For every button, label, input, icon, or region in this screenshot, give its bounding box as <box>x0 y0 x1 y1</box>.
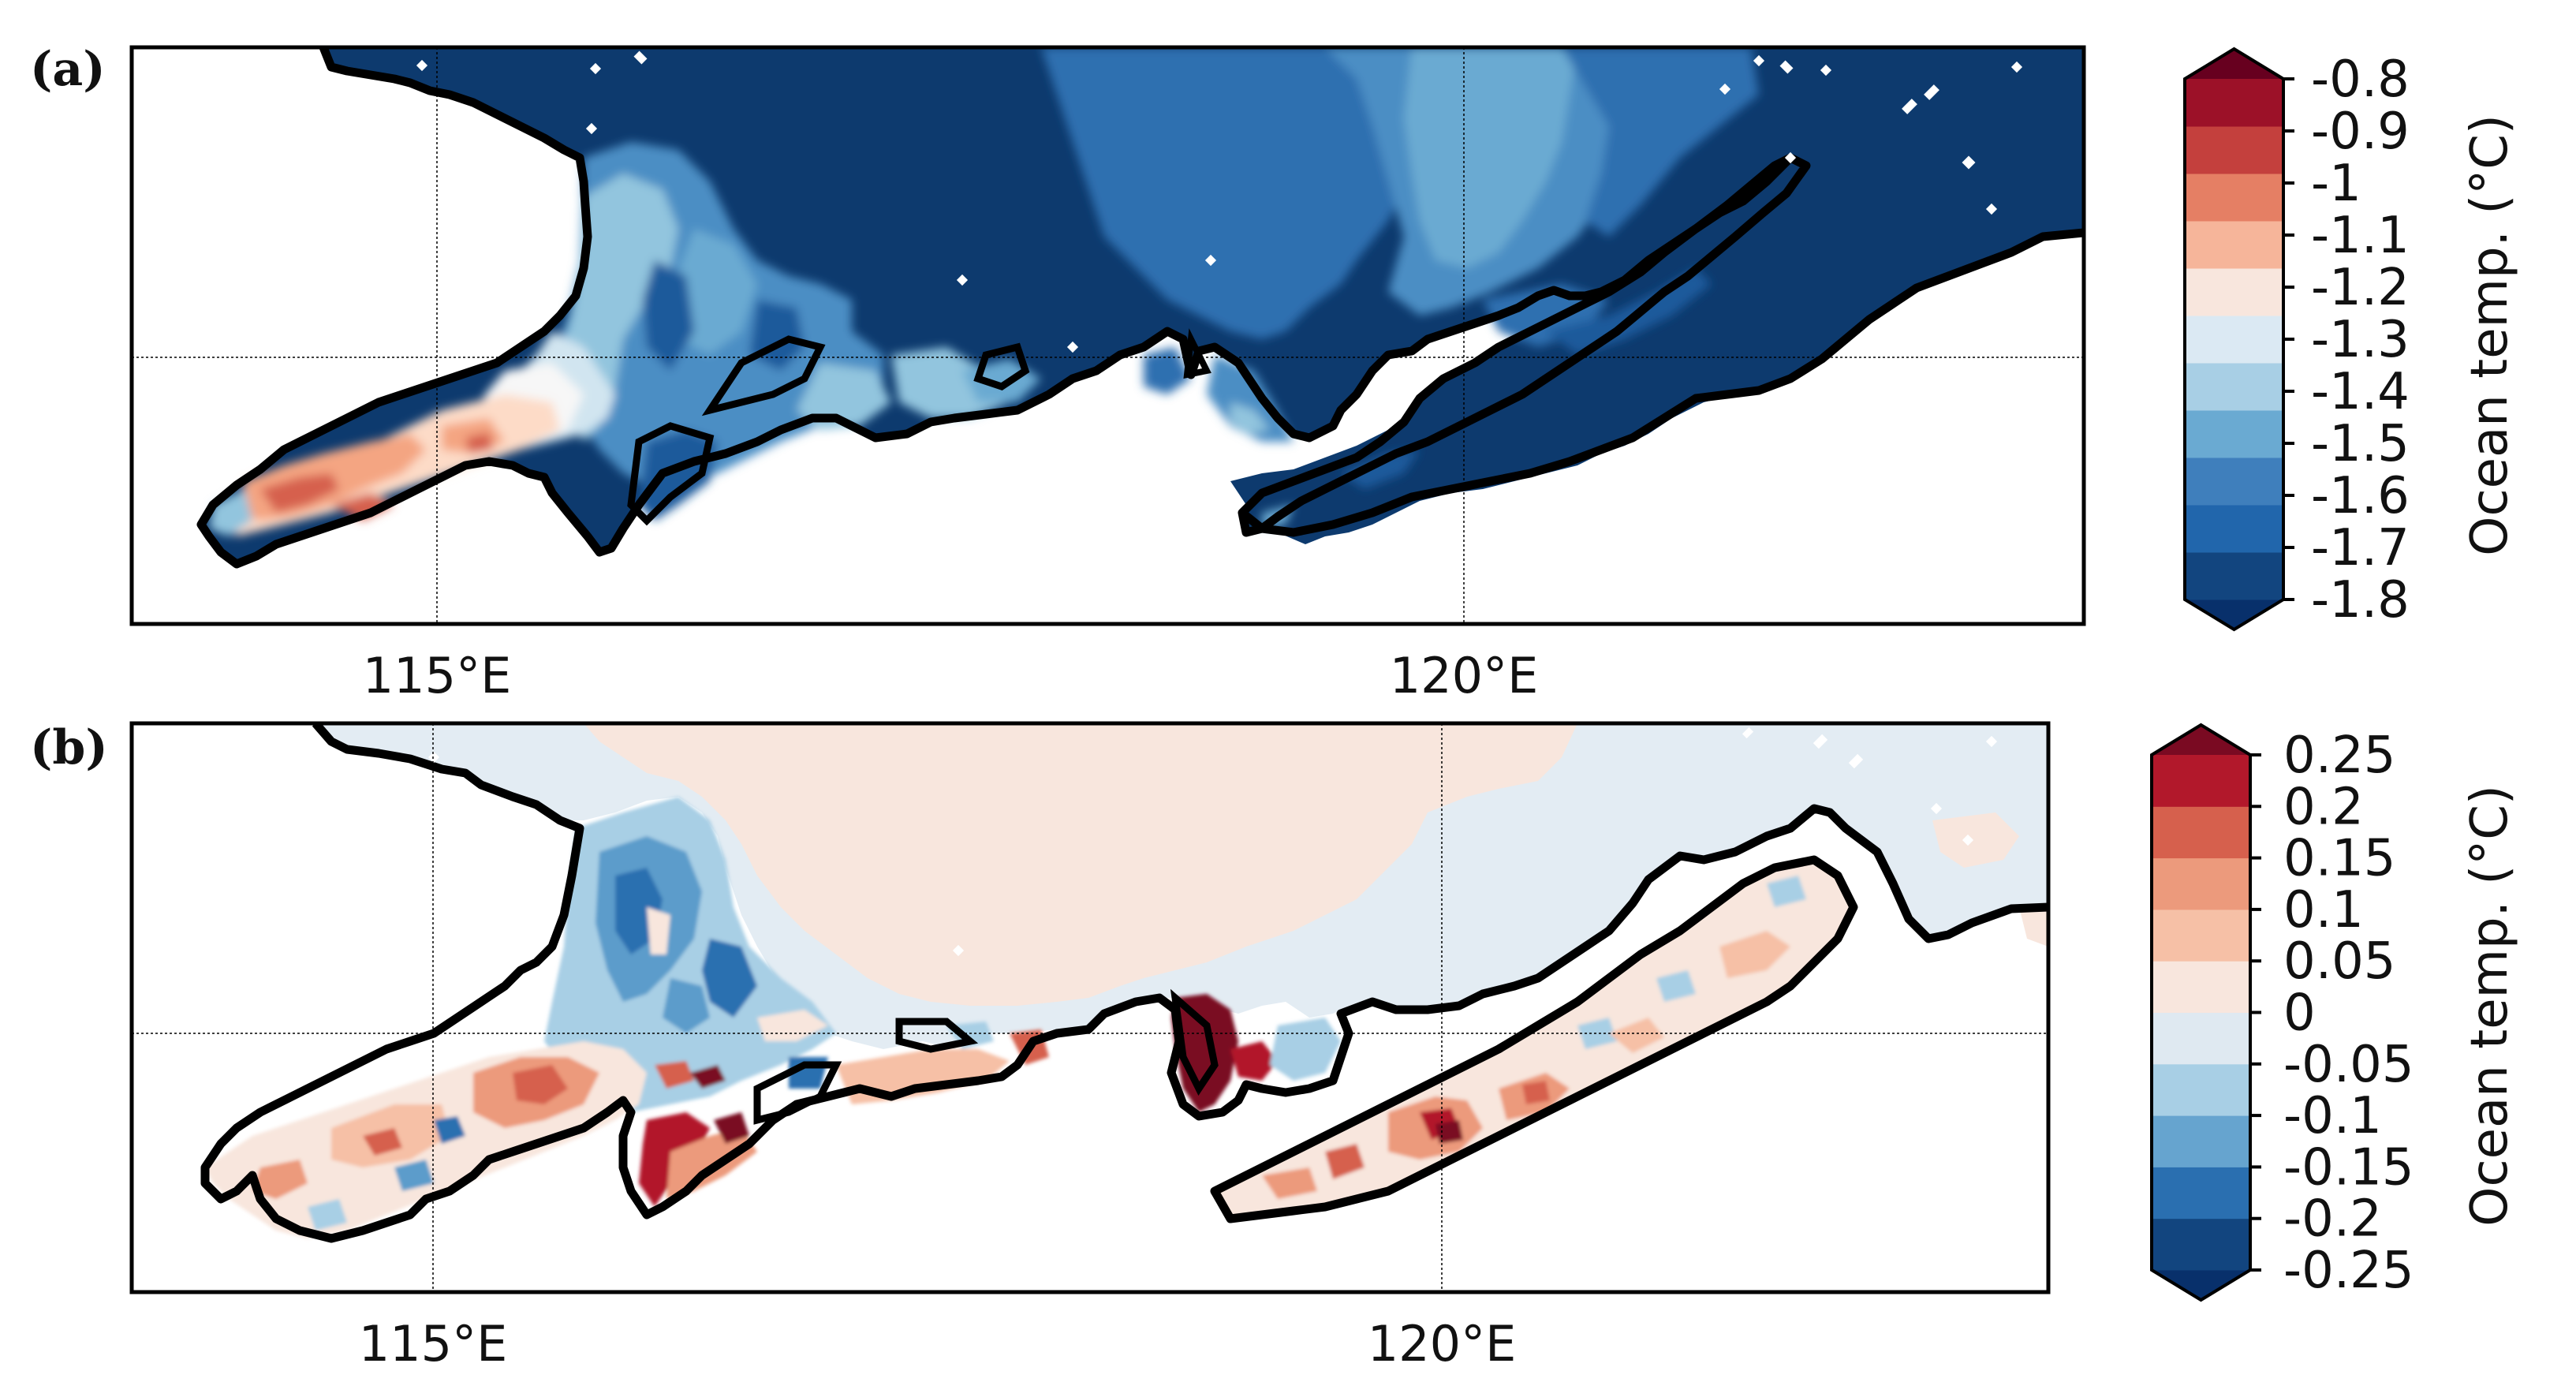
x-tick-a-115: 115°E <box>363 647 512 704</box>
colorbar-tick-label: -0.05 <box>2283 1036 2414 1094</box>
colorbar-bin <box>2185 316 2283 364</box>
colorbar-tick-label: -0.2 <box>2283 1190 2382 1249</box>
x-tick-b-115: 115°E <box>359 1315 508 1373</box>
colorbar-bin <box>2152 1063 2250 1116</box>
colorbar-bin <box>2152 1218 2250 1271</box>
colorbar-tick-label: -1.8 <box>2311 571 2410 629</box>
x-tick-b-120: 120°E <box>1368 1315 1517 1373</box>
colorbar-extend-min <box>2152 1270 2250 1300</box>
colorbar-bin <box>2152 961 2250 1013</box>
colorbar-bin <box>2152 909 2250 962</box>
coastline-b <box>200 723 2048 1243</box>
coastline-a <box>196 47 1811 569</box>
colorbar-tick-label: -0.15 <box>2283 1138 2414 1197</box>
colorbar-bin <box>2185 410 2283 458</box>
map-b <box>132 723 2048 1292</box>
colorbar-a-label: Ocean temp. (°C) <box>2461 114 2519 556</box>
colorbar-bin <box>2185 458 2283 506</box>
colorbar-a: -0.8-0.9-1-1.1-1.2-1.3-1.4-1.5-1.6-1.7-1… <box>2183 47 2410 632</box>
colorbar-tick-label: -1.2 <box>2311 259 2410 317</box>
colorbar-tick-label: -1.3 <box>2311 311 2410 369</box>
map-frame-a <box>129 45 2086 626</box>
colorbar-bin <box>2152 1012 2250 1065</box>
colorbar-b: 0.250.20.150.10.050-0.05-0.1-0.15-0.2-0.… <box>2150 723 2414 1302</box>
colorbar-bin <box>2185 79 2283 127</box>
colorbar-tick-label: 0 <box>2283 984 2316 1043</box>
panel-a-label: (a) <box>30 42 106 97</box>
colorbar-bin <box>2185 363 2283 411</box>
colorbar-bin <box>2185 221 2283 269</box>
colorbar-tick-label: 0.15 <box>2283 830 2396 888</box>
colorbar-tick-label: 0.1 <box>2283 881 2364 939</box>
panel-a: (a) <box>30 42 2519 704</box>
colorbar-bin <box>2152 806 2250 859</box>
colorbar-bin <box>2185 505 2283 553</box>
colorbar-bin <box>2185 174 2283 222</box>
colorbar-bin <box>2152 857 2250 910</box>
colorbar-bin <box>2152 1167 2250 1220</box>
colorbar-tick-label: -1.4 <box>2311 363 2410 421</box>
colorbar-tick-label: 0.2 <box>2283 778 2364 836</box>
colorbar-tick-label: -1 <box>2311 155 2361 213</box>
colorbar-tick-label: -0.9 <box>2311 103 2410 161</box>
colorbar-tick-label: -1.6 <box>2311 467 2410 525</box>
map-a <box>132 47 2084 624</box>
colorbar-tick-label: -0.25 <box>2283 1242 2414 1300</box>
colorbar-bin <box>2185 268 2283 316</box>
colorbar-tick-label: -1.1 <box>2311 207 2410 265</box>
colorbar-bin <box>2185 126 2283 174</box>
colorbar-tick-label: -0.8 <box>2311 50 2410 109</box>
colorbar-extend-max <box>2152 725 2250 755</box>
colorbar-tick-label: 0.25 <box>2283 727 2396 785</box>
colorbar-bin <box>2185 552 2283 600</box>
colorbar-tick-label: -1.7 <box>2311 519 2410 577</box>
colorbar-extend-max <box>2185 49 2283 79</box>
panel-b-label: (b) <box>30 720 108 775</box>
colorbar-b-label: Ocean temp. (°C) <box>2461 785 2519 1227</box>
x-tick-a-120: 120°E <box>1390 647 1539 704</box>
colorbar-extend-min <box>2185 600 2283 629</box>
panel-b: (b) <box>30 720 2519 1373</box>
colorbar-bin <box>2152 1115 2250 1167</box>
colorbar-tick-label: -1.5 <box>2311 415 2410 473</box>
map-frame-b <box>129 721 2051 1294</box>
colorbar-tick-label: -0.1 <box>2283 1087 2382 1145</box>
colorbar-bin <box>2152 755 2250 807</box>
colorbar-tick-label: 0.05 <box>2283 932 2396 991</box>
